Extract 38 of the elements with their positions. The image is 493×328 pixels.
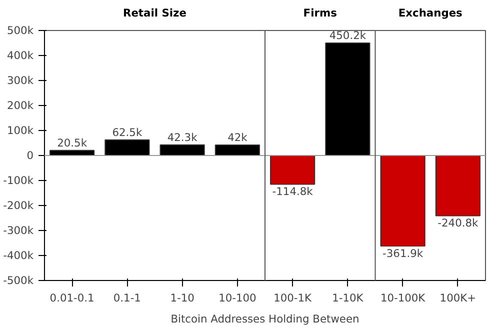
y-tick-label: 500k [6,24,34,37]
data-label: 450.2k [329,28,367,42]
x-tick-label: 1-10K [332,292,364,304]
data-label: 62.5k [112,126,143,139]
x-tick-label: 10-100K [380,292,426,304]
x-tick-label: 10-100 [218,292,257,304]
y-tick-label: 400k [6,49,34,62]
bar [380,155,426,246]
bar [104,139,150,156]
data-label: -361.9k [382,246,424,260]
bar [325,42,370,156]
bar [435,155,480,216]
data-label: -240.8k [438,216,480,230]
text: Firms [303,6,337,20]
x-tick-label: 0.01-0.1 [50,292,94,304]
y-tick-label: 200k [6,99,34,112]
y-tick-label: -300k [3,224,34,237]
x-axis-title: Bitcoin Addresses Holding Between [170,312,360,326]
y-tick-label: 300k [6,74,34,87]
x-tick-label: 100-1K [274,292,313,304]
x-tick-label: 1-10 [170,292,195,304]
data-label: 20.5k [57,136,88,150]
data-label: 42k [228,131,248,144]
data-label: 42.3k [167,130,198,144]
bar [160,144,205,156]
bar [214,144,260,156]
y-tick-label: -100k [3,174,34,187]
y-tick-label: 0 [26,149,34,162]
data-label: -114.8k [272,185,314,198]
y-tick-label: -400k [3,249,34,262]
y-tick-label: -500k [3,274,34,287]
text: Exchanges [398,6,462,20]
y-tick-label: -200k [3,199,34,212]
y-tick-label: 100k [6,124,34,137]
bar [270,155,316,185]
x-tick-label: 100K+ [440,292,476,304]
x-tick-label: 0.1-1 [113,292,141,304]
text: Retail Size [123,6,187,20]
